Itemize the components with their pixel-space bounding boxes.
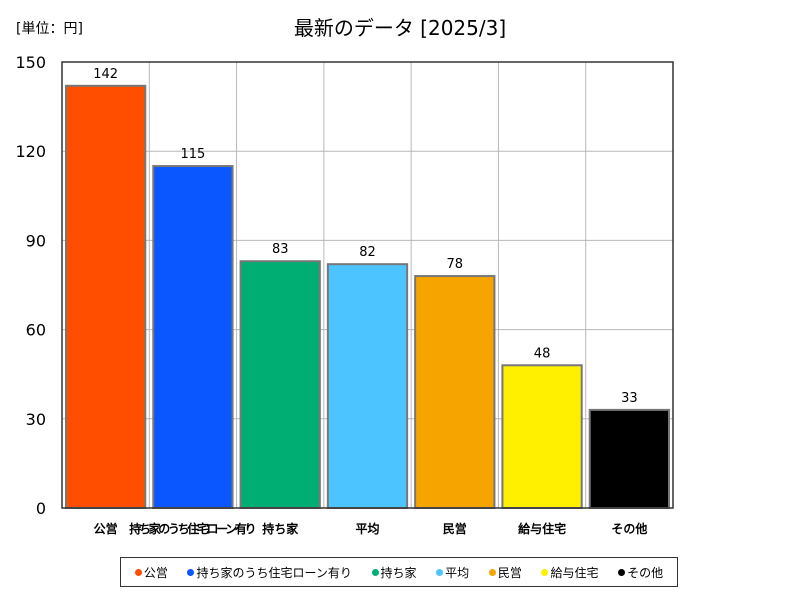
legend-marker	[541, 568, 549, 576]
x-tick-label: 持ち家	[262, 521, 299, 536]
x-tick-label: その他	[611, 521, 647, 536]
bar	[152, 165, 234, 509]
bar-value-label: 48	[534, 346, 551, 361]
bar	[588, 408, 671, 510]
legend-label: その他	[627, 565, 664, 580]
legend-marker	[488, 568, 496, 576]
bar-chart: 0 30 60 90 120 150 142 公営 115 持ち家のうち住宅ローン有り 83 持ち家 8…	[15, 53, 674, 536]
legend-label: 公営	[143, 565, 168, 580]
chart-title: 最新のデータ [2025/3]	[293, 16, 507, 40]
bar-value-label: 78	[447, 257, 464, 272]
y-tick-label: 150	[15, 53, 46, 72]
bar	[239, 260, 321, 510]
bar	[326, 263, 409, 510]
legend-label: 給与住宅	[550, 565, 599, 580]
legend-label: 持ち家のうち住宅ローン有り	[196, 565, 352, 580]
y-tick-label: 30	[26, 410, 46, 429]
legend-label: 民営	[497, 565, 522, 580]
legend-item: 民営	[488, 564, 522, 581]
legend-item: 持ち家のうち住宅ローン有り	[187, 564, 352, 581]
plot-border	[61, 61, 674, 509]
unit-label: [単位：円]	[16, 21, 83, 37]
x-tick-label: 持ち家のうち住宅ローン有り	[129, 521, 256, 536]
y-tick-label: 0	[36, 499, 46, 518]
bar-value-label: 142	[93, 67, 118, 82]
legend-item: 給与住宅	[541, 564, 599, 581]
legend-item: その他	[618, 564, 663, 581]
bar-value-label: 83	[272, 242, 289, 257]
x-tick-label: 給与住宅	[518, 521, 566, 536]
legend-marker	[436, 568, 444, 576]
bar	[65, 84, 147, 510]
y-tick-label: 90	[26, 231, 46, 250]
legend-label: 平均	[445, 565, 470, 580]
legend-label: 持ち家	[380, 565, 417, 580]
bar-value-label: 115	[181, 147, 206, 162]
legend-marker	[618, 568, 626, 576]
bar	[501, 364, 583, 509]
bar-value-label: 82	[359, 245, 376, 260]
x-tick-label: 平均	[355, 521, 379, 536]
legend-marker	[134, 568, 142, 576]
chart-legend: 公営 持ち家のうち住宅ローン有り 持ち家 平均 民営 給与住宅 その他	[120, 557, 678, 587]
x-tick-label: 民営	[443, 521, 467, 536]
y-tick-label: 60	[26, 321, 46, 340]
legend-marker	[371, 568, 379, 576]
legend-item: 持ち家	[371, 564, 417, 581]
x-tick-label: 公営	[94, 521, 118, 536]
bar-value-label: 33	[621, 391, 638, 406]
bar	[414, 275, 496, 509]
legend-marker	[187, 568, 195, 576]
y-tick-label: 120	[15, 142, 46, 161]
legend-item: 公営	[134, 564, 168, 581]
legend-item: 平均	[436, 564, 469, 581]
